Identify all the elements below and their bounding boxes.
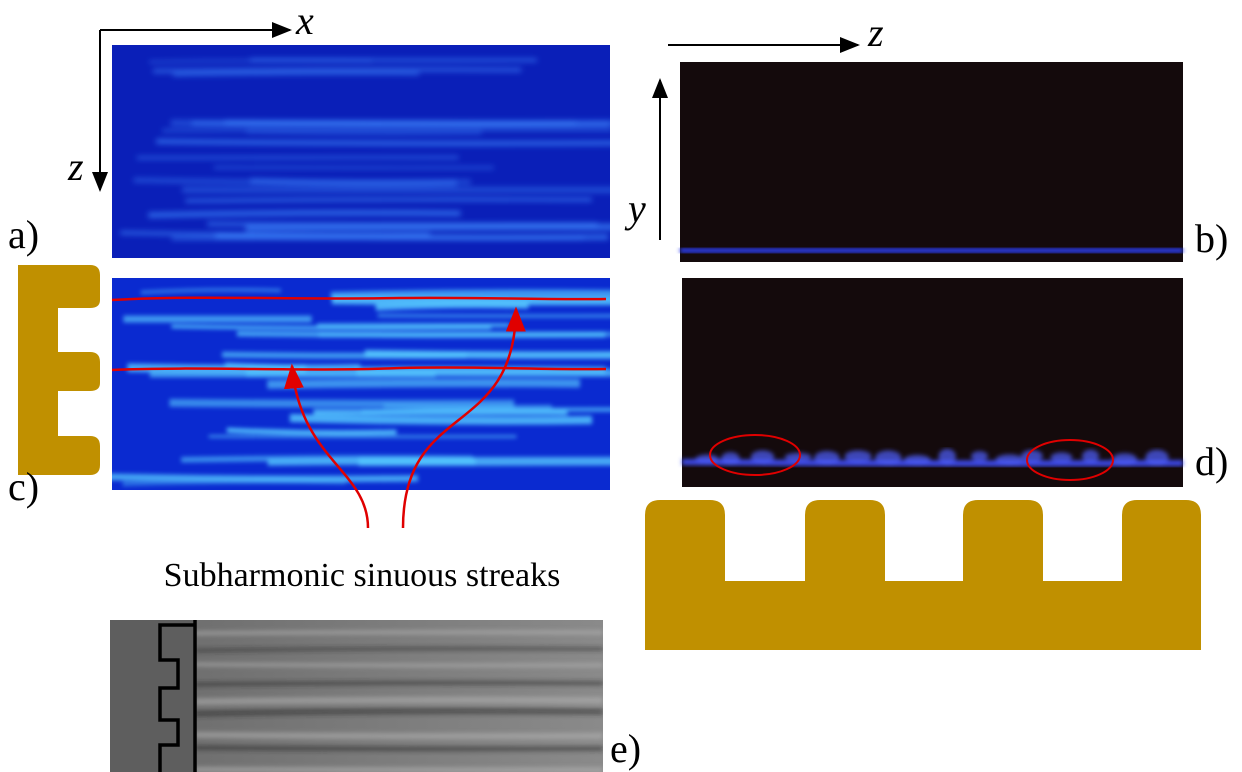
panel-label: a): [8, 212, 39, 257]
figure: x z a) c) Subharmonic sinuous streaks e)…: [0, 0, 1242, 772]
streak: [250, 181, 456, 183]
vortex: [1145, 450, 1168, 466]
inlet: [110, 620, 195, 772]
streak: [148, 213, 460, 215]
streak: [195, 683, 603, 685]
streak: [290, 418, 592, 421]
streak: [171, 326, 491, 328]
vortex: [938, 449, 956, 465]
vortex: [845, 450, 872, 462]
streak: [162, 130, 613, 131]
panel-label: d): [1195, 439, 1228, 484]
panel-label: c): [8, 464, 39, 509]
streak: [378, 315, 625, 316]
streak: [332, 300, 658, 301]
annotation: Subharmonic sinuous streaks: [164, 557, 561, 594]
streak: [331, 293, 626, 295]
vortex: [695, 455, 718, 464]
streak: [195, 649, 603, 651]
streak: [195, 700, 603, 702]
streak: [123, 481, 346, 484]
wall-streak: [680, 248, 1183, 253]
streak: [267, 383, 580, 385]
streak: [195, 632, 603, 633]
vortex: [1082, 450, 1099, 463]
vortex: [814, 451, 840, 464]
panel-b-image: [680, 62, 1183, 262]
streak: [246, 370, 605, 372]
panel-label: e): [610, 726, 641, 771]
vortex: [751, 450, 774, 463]
vortex: [904, 455, 930, 465]
vortex: [1112, 453, 1137, 465]
streak: [171, 123, 609, 125]
axis-x: x: [295, 0, 314, 43]
streak: [156, 141, 637, 143]
axis-z: z: [67, 144, 84, 189]
axis-y: y: [624, 186, 646, 231]
streak: [365, 354, 662, 356]
streak: [120, 233, 430, 235]
vortex: [971, 451, 988, 461]
streak: [185, 199, 591, 200]
streak: [195, 748, 603, 749]
streak: [195, 735, 603, 736]
streak: [153, 70, 521, 72]
streak: [173, 73, 419, 74]
streak: [268, 462, 476, 463]
axis-z: z: [867, 10, 884, 55]
streak: [195, 664, 603, 665]
red-line: [112, 367, 606, 370]
vortex: [1051, 452, 1073, 462]
vortex: [996, 454, 1023, 464]
streak: [108, 477, 418, 479]
streak: [181, 458, 473, 460]
panel-label: b): [1195, 216, 1228, 261]
streak: [237, 334, 605, 335]
streak: [246, 131, 482, 133]
streak: [169, 403, 514, 404]
vortex: [875, 451, 901, 465]
comb-cross-section: [645, 500, 1201, 650]
vortex: [721, 452, 740, 465]
streak: [195, 711, 603, 714]
comb-side: [18, 265, 100, 475]
streak: [172, 238, 584, 239]
